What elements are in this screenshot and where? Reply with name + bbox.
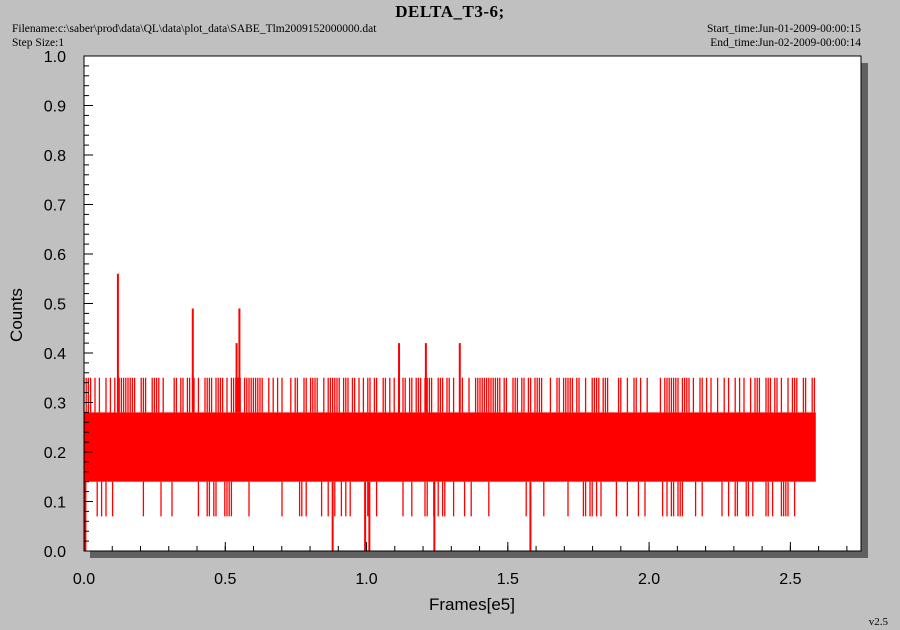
step-size-label: Step Size:1 — [12, 37, 65, 49]
y-tick-label: 1.0 — [44, 49, 66, 66]
x-tick-label: 2.5 — [779, 571, 801, 588]
x-axis-title: Frames[e5] — [429, 595, 515, 614]
x-tick-label: 0.0 — [73, 571, 95, 588]
y-tick-label: 0.1 — [44, 495, 66, 512]
filename-label: Filename:c:\saber\prod\data\QL\data\plot… — [12, 23, 377, 35]
version-label: v2.5 — [868, 616, 888, 628]
y-tick-label: 0.0 — [44, 544, 66, 561]
y-tick-label: 0.2 — [44, 445, 66, 462]
x-tick-label: 1.0 — [355, 571, 377, 588]
y-tick-label: 0.3 — [44, 396, 66, 413]
axis-layer: 0.0 0.1 0.2 0.3 0.4 0.5 0.6 0.7 0.8 0.9 1.0 0.0 0.5 1… — [44, 49, 861, 588]
chart-title: DELTA_T3-6; — [395, 2, 505, 21]
y-tick-label: 0.6 — [44, 247, 66, 264]
y-tick-label: 0.8 — [44, 148, 66, 165]
y-tick-label: 0.5 — [44, 297, 66, 314]
start-time-label: Start_time:Jun-01-2009-00:00:15 — [707, 23, 861, 35]
series-layer — [83, 273, 816, 551]
end-time-label: End_time:Jun-02-2009-00:00:14 — [710, 37, 861, 49]
y-tick-label: 0.4 — [44, 346, 66, 363]
x-tick-label: 2.0 — [638, 571, 660, 588]
y-tick-label: 0.9 — [44, 99, 66, 116]
series-band — [84, 412, 816, 482]
x-tick-label: 1.5 — [497, 571, 519, 588]
y-tick-label: 0.7 — [44, 198, 66, 215]
x-tick-label: 0.5 — [214, 571, 236, 588]
y-axis-title: Counts — [7, 288, 26, 342]
